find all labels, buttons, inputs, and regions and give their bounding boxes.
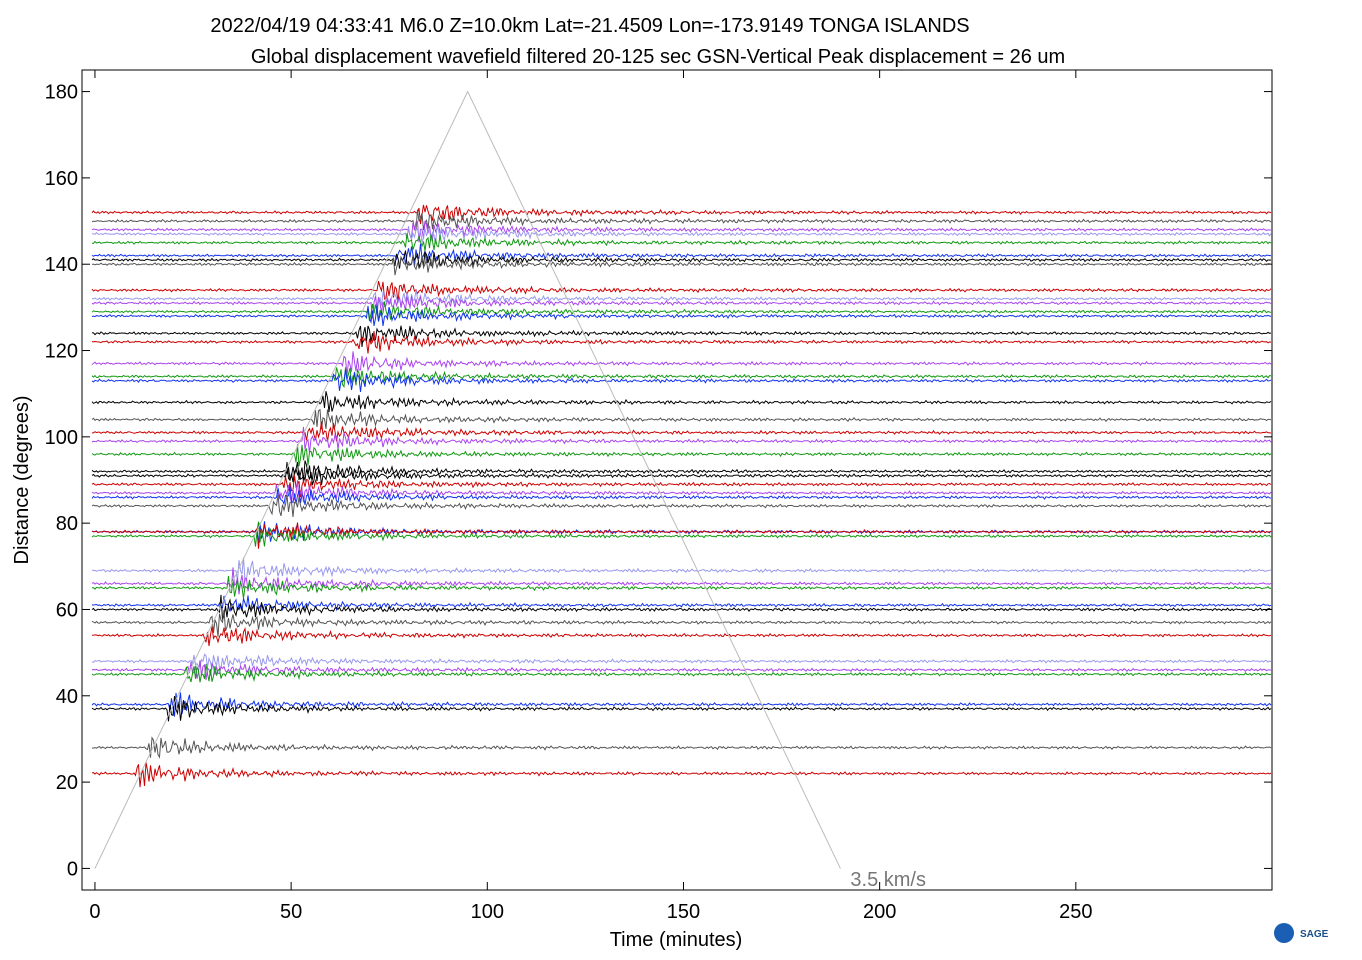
seismic-trace [91, 475, 1272, 498]
seismic-trace [91, 325, 1272, 348]
y-tick-label: 0 [67, 858, 78, 880]
y-tick-label: 100 [45, 427, 78, 449]
seismic-trace [91, 391, 1272, 413]
y-tick-label: 140 [45, 254, 78, 276]
y-tick-label: 120 [45, 341, 78, 363]
seismic-trace [91, 522, 1272, 549]
seismic-trace [91, 494, 1272, 518]
y-tick-label: 180 [45, 82, 78, 104]
plot-frame [81, 69, 1273, 891]
velocity-line [94, 90, 841, 869]
seismic-trace [91, 736, 1272, 759]
seismic-trace [91, 663, 1272, 683]
seismic-trace [91, 233, 1272, 252]
seismic-trace [91, 486, 1272, 506]
seismic-trace [91, 295, 1272, 319]
seismic-trace [91, 408, 1272, 430]
seismic-trace [91, 462, 1271, 486]
x-tick-label: 50 [280, 901, 302, 923]
seismic-trace [91, 653, 1272, 670]
x-tick-label: 150 [667, 901, 700, 923]
seismic-trace [91, 595, 1272, 612]
seismic-trace [91, 331, 1272, 354]
y-tick-label: 60 [56, 599, 78, 621]
y-tick-label: 40 [56, 686, 78, 708]
seismic-trace [91, 301, 1272, 322]
x-tick-label: 200 [863, 901, 896, 923]
x-tick-label: 250 [1059, 901, 1092, 923]
seismic-trace [91, 575, 1272, 599]
seismic-trace [91, 369, 1272, 393]
seismic-trace [91, 660, 1272, 681]
seismic-trace [91, 626, 1272, 647]
y-tick-label: 80 [56, 513, 78, 535]
seismic-trace [91, 480, 1272, 503]
seismic-trace [91, 289, 1272, 315]
seismic-trace [91, 426, 1272, 454]
seismic-trace [91, 594, 1272, 620]
y-axis-label: Distance (degrees) [11, 396, 33, 565]
seismic-trace [91, 567, 1272, 595]
seismic-trace [91, 367, 1272, 389]
x-tick-label: 0 [89, 901, 100, 923]
seismic-trace [91, 305, 1272, 326]
chart-subtitle: Global displacement wavefield filtered 2… [251, 46, 1065, 68]
velocity-label: 3.5 km/s [850, 869, 926, 891]
seismic-trace [91, 521, 1272, 547]
y-tick-label: 160 [45, 168, 78, 190]
seismic-trace [91, 250, 1272, 269]
seismic-trace [91, 226, 1272, 244]
seismic-trace [91, 444, 1272, 467]
seismic-trace [91, 557, 1272, 583]
seismic-trace [91, 280, 1272, 303]
chart-title: 2022/04/19 04:33:41 M6.0 Z=10.0km Lat=-2… [210, 15, 969, 37]
seismic-trace [91, 351, 1272, 377]
seismic-trace [91, 220, 1272, 243]
seismic-trace [91, 209, 1272, 231]
y-tick-label: 20 [56, 772, 78, 794]
seismic-trace [91, 695, 1272, 722]
seismic-trace [91, 692, 1272, 717]
seismic-trace [91, 243, 1272, 267]
seismic-trace [91, 460, 1272, 482]
logo: SAGE [1300, 929, 1329, 940]
seismic-trace [91, 204, 1272, 225]
logo-icon [1274, 923, 1294, 943]
seismic-trace [91, 609, 1272, 637]
seismic-trace [91, 255, 1272, 276]
x-tick-label: 100 [471, 901, 504, 923]
seismic-trace [91, 762, 1272, 788]
seismic-trace [91, 421, 1272, 442]
x-axis-label: Time (minutes) [610, 929, 743, 951]
